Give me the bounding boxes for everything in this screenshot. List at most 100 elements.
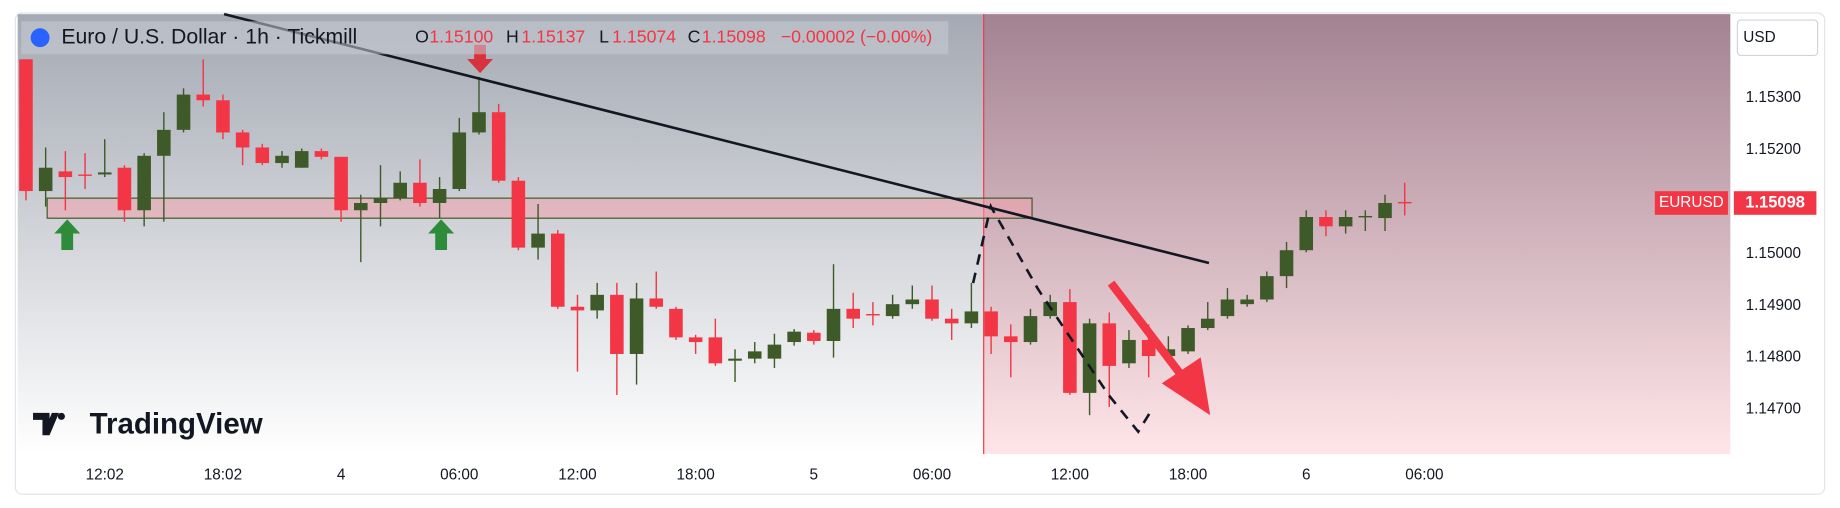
candle-body xyxy=(925,299,939,319)
legend-box xyxy=(21,21,949,55)
candle-body xyxy=(1299,217,1314,251)
currency-button[interactable] xyxy=(1736,19,1819,57)
candle-body xyxy=(787,331,801,343)
candle-body xyxy=(97,172,112,175)
candle-body xyxy=(944,318,959,324)
candle-body xyxy=(1063,302,1077,393)
candle-body xyxy=(314,151,329,157)
candle-body xyxy=(747,351,762,359)
x-tick-label: 18:00 xyxy=(1169,466,1207,483)
candle-body xyxy=(354,202,368,211)
candle-body xyxy=(905,299,920,305)
candle-body xyxy=(1141,339,1156,357)
candle-body xyxy=(1358,215,1373,218)
candle-body xyxy=(373,198,388,203)
candle-body xyxy=(570,306,585,311)
candle-body xyxy=(826,308,841,341)
x-tick-label: 6 xyxy=(1302,466,1311,483)
down-arrow xyxy=(467,44,494,74)
candle-body xyxy=(1220,299,1235,317)
trend-line xyxy=(223,12,1210,265)
candle-body xyxy=(137,155,151,211)
price-tag-box xyxy=(1733,191,1817,215)
x-tick-label: 12:02 xyxy=(86,466,124,483)
x-tick-label: 06:00 xyxy=(440,466,478,483)
candle-body xyxy=(78,174,92,176)
candle-body xyxy=(491,112,506,181)
candle-body xyxy=(157,129,171,156)
candle-body xyxy=(590,294,604,311)
price-tag: EURUSD 1.15098 xyxy=(1654,191,1817,215)
ohlc-value: 1.15098 xyxy=(702,26,766,46)
candle-body xyxy=(511,180,526,248)
y-tick-label: 1.14800 xyxy=(1746,349,1801,366)
candle-body xyxy=(1378,202,1392,219)
x-tick-label: 12:00 xyxy=(1051,466,1089,483)
candle-body xyxy=(58,171,73,178)
candle-body xyxy=(1279,250,1294,277)
candle-body xyxy=(275,155,289,164)
ohlc-label: L xyxy=(599,26,609,46)
change-value: −0.00002 (−0.00%) xyxy=(781,26,932,46)
y-tick-label: 1.14900 xyxy=(1746,297,1801,314)
candle-body xyxy=(1200,318,1215,329)
ohlc-value: 1.15074 xyxy=(612,26,676,46)
candle-body xyxy=(1181,328,1195,352)
candle-body xyxy=(1082,323,1097,393)
ohlc-label: C xyxy=(688,26,701,46)
x-tick-label: 12:00 xyxy=(558,466,596,483)
candle-body xyxy=(807,332,821,341)
x-tick-label: 06:00 xyxy=(1405,466,1443,483)
symbol-title: Euro / U.S. Dollar · 1h · Tickmill xyxy=(61,25,357,48)
candle-body xyxy=(669,308,683,338)
candles xyxy=(19,59,1412,416)
candle-body xyxy=(176,94,191,130)
x-tick-label: 5 xyxy=(810,466,819,483)
y-tick-label: 1.15200 xyxy=(1746,141,1801,158)
x-tick-label: 18:00 xyxy=(676,466,714,483)
brand-name: TradingView xyxy=(90,408,263,441)
up-arrow xyxy=(54,219,81,251)
ohlc-label: H xyxy=(506,26,519,46)
up-arrow xyxy=(428,219,455,251)
candle-body xyxy=(334,156,348,211)
down-arrow-big xyxy=(1107,280,1211,416)
y-tick-label: 1.15300 xyxy=(1746,89,1801,106)
candle-body xyxy=(1240,299,1254,305)
candle-body xyxy=(550,233,565,307)
candle-body xyxy=(688,337,703,343)
candle-body xyxy=(984,311,998,337)
candle-body xyxy=(38,167,53,192)
candle-body xyxy=(294,151,309,168)
support-zone xyxy=(46,197,1033,219)
candle-body xyxy=(196,94,211,101)
y-tick-label: 1.15000 xyxy=(1746,245,1801,262)
candle-body xyxy=(452,132,467,189)
candle-body xyxy=(964,311,979,324)
candle-body xyxy=(885,304,900,317)
x-tick-label: 06:00 xyxy=(913,466,951,483)
x-tick-label: 4 xyxy=(337,466,346,483)
candle-body xyxy=(1338,217,1353,227)
ohlc-value: 1.15137 xyxy=(521,26,585,46)
price-tag-label: 1.15098 xyxy=(1745,193,1805,211)
candle-body xyxy=(1397,201,1412,204)
ohlc-value: 1.15100 xyxy=(429,26,493,46)
candle-body xyxy=(1004,336,1018,343)
candle-body xyxy=(393,182,407,199)
x-tick-label: 18:02 xyxy=(204,466,242,483)
candle-body xyxy=(1122,339,1136,364)
brand-logo xyxy=(33,412,65,436)
candle-body xyxy=(866,314,880,316)
forecast-zone xyxy=(983,14,1731,455)
candle-body xyxy=(19,59,33,192)
candle-body xyxy=(255,147,270,164)
candle-body xyxy=(610,294,624,354)
projection-path xyxy=(971,202,1155,434)
candle-body xyxy=(1023,316,1038,343)
candle-body xyxy=(629,298,644,354)
candle-body xyxy=(649,298,664,307)
candle-body xyxy=(413,182,427,203)
